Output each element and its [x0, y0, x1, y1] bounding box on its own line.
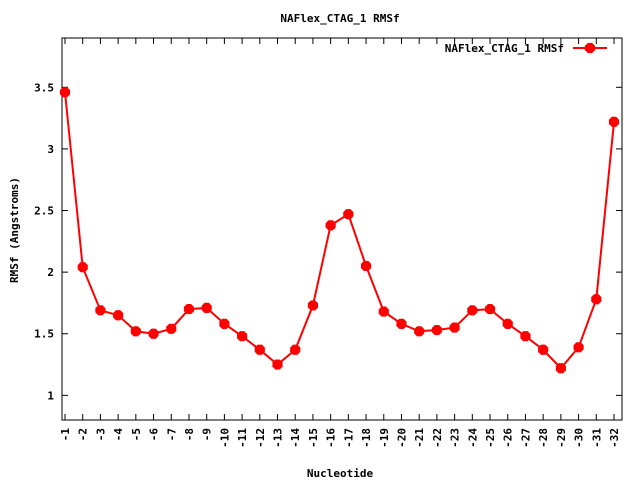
x-tick-label: -27: [519, 428, 532, 448]
data-point: [555, 363, 566, 374]
data-point: [502, 318, 513, 329]
x-tick-label: -30: [573, 428, 586, 448]
series-layer: [59, 87, 620, 374]
x-tick-label: -15: [307, 428, 320, 448]
data-point: [467, 305, 478, 316]
x-tick-label: -4: [112, 428, 125, 442]
data-point: [591, 294, 602, 305]
data-point: [396, 318, 407, 329]
data-point: [95, 305, 106, 316]
x-tick-label: -7: [165, 428, 178, 441]
x-tick-label: -32: [608, 428, 621, 448]
x-tick-label: -22: [431, 428, 444, 448]
data-point: [290, 344, 301, 355]
data-point: [573, 342, 584, 353]
legend-marker: [584, 42, 596, 54]
legend-label: NAFlex_CTAG_1 RMSf: [445, 42, 564, 55]
x-tick-label: -16: [325, 428, 338, 448]
y-tick-label: 1: [47, 389, 54, 402]
data-point: [414, 326, 425, 337]
x-tick-label: -11: [236, 428, 249, 448]
data-point: [148, 328, 159, 339]
data-point: [254, 344, 265, 355]
x-axis-label: Nucleotide: [307, 467, 374, 480]
y-tick-label: 3: [47, 143, 54, 156]
legend: NAFlex_CTAG_1 RMSf: [445, 42, 607, 55]
y-axis: 1 1.5 2 2.5 3 3.5: [34, 81, 622, 402]
y-tick-label: 1.5: [34, 328, 54, 341]
series-line: [64, 92, 615, 370]
x-tick-label: -19: [378, 428, 391, 448]
x-tick-label: -26: [502, 428, 515, 448]
x-tick-label: -5: [130, 428, 143, 441]
x-tick-label: -20: [395, 428, 408, 448]
data-point: [77, 262, 88, 273]
x-tick-label: -6: [148, 428, 161, 442]
data-point: [325, 220, 336, 231]
data-point: [520, 331, 531, 342]
x-tick-label: -8: [183, 428, 196, 441]
data-point: [360, 260, 372, 272]
data-point: [307, 300, 319, 311]
data-point: [484, 304, 496, 315]
data-point: [183, 304, 195, 315]
x-tick-label: -21: [413, 428, 426, 448]
data-point: [343, 209, 354, 220]
y-tick-label: 3.5: [34, 81, 54, 94]
x-axis: -1 -2 -3 -4 -5 -6 -7 -8 -9 -10 -11 -12 -13 -14 -15 -16-…: [59, 38, 621, 448]
data-point: [431, 324, 442, 336]
data-point: [166, 323, 177, 334]
plot-area-border: [61, 37, 623, 421]
x-tick-label: -31: [590, 428, 603, 448]
x-tick-label: -10: [218, 428, 231, 448]
data-point: [219, 318, 230, 329]
x-tick-label: -1: [59, 428, 72, 442]
x-tick-label: -13: [272, 428, 285, 448]
data-point: [59, 87, 71, 98]
data-point: [378, 306, 389, 317]
y-tick-label: 2.5: [34, 205, 54, 218]
data-point: [272, 359, 283, 370]
data-point: [113, 310, 124, 321]
x-tick-label: -28: [537, 428, 550, 448]
y-axis-label: RMSf (Angstroms): [8, 177, 21, 283]
x-tick-label: -9: [201, 428, 214, 441]
x-tick-label: -17: [342, 428, 355, 448]
chart-title: NAFlex_CTAG_1 RMSf: [280, 12, 399, 25]
x-tick-label: -12: [254, 428, 267, 448]
x-tick-label: -23: [449, 428, 462, 448]
x-tick-label: -2: [77, 428, 90, 441]
x-tick-label: -14: [289, 428, 302, 448]
x-tick-label: -25: [484, 428, 497, 448]
data-point: [449, 322, 460, 333]
x-tick-label: -3: [94, 428, 107, 441]
data-point: [130, 326, 141, 337]
y-tick-label: 2: [47, 266, 54, 279]
x-tick-label: -24: [466, 428, 479, 448]
data-point: [201, 302, 212, 313]
x-tick-label: -18: [360, 428, 373, 448]
data-point: [237, 331, 248, 342]
data-point: [608, 116, 620, 127]
data-point: [538, 344, 549, 355]
x-tick-label: -29: [555, 428, 568, 448]
